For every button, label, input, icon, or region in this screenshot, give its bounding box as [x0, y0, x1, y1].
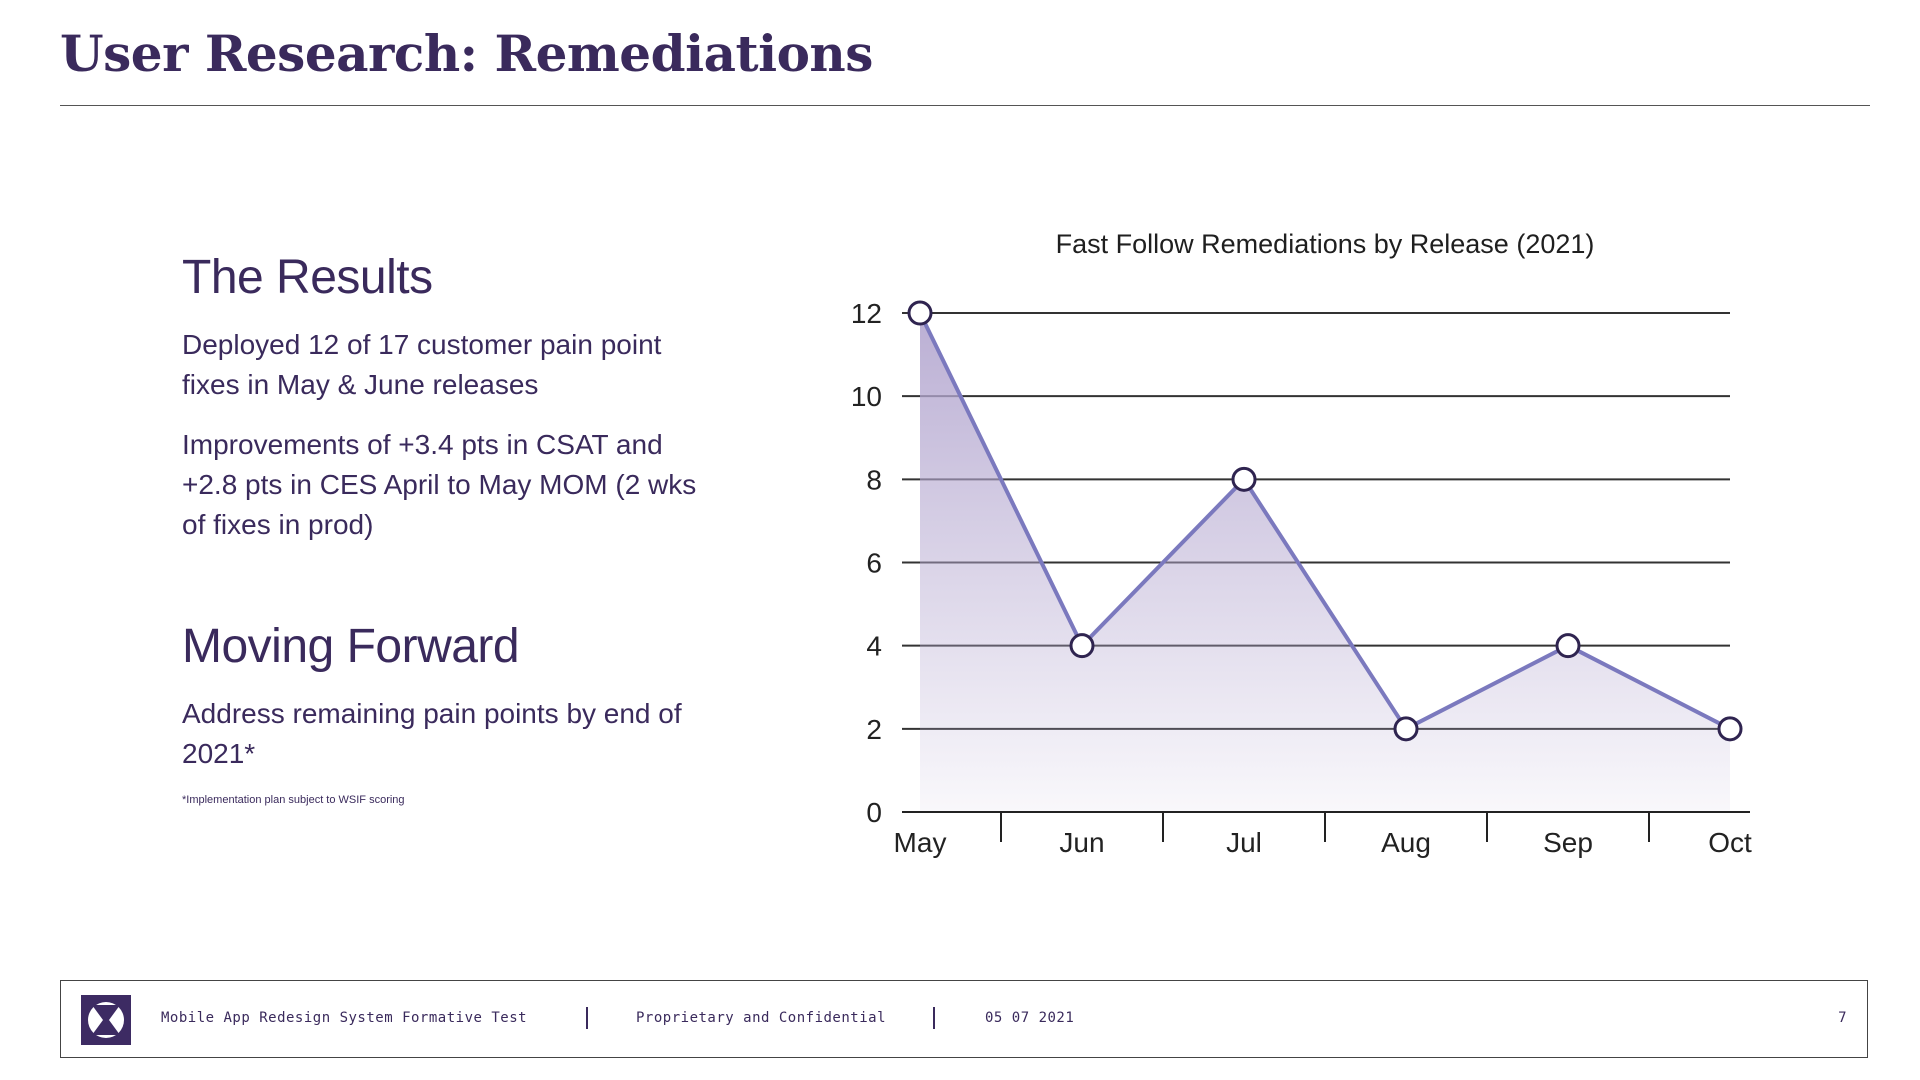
x-tick-label: Jun — [1059, 827, 1104, 858]
footer-confidentiality: Proprietary and Confidential — [636, 1010, 887, 1026]
footer-separator — [586, 1007, 588, 1029]
footer-separator — [933, 1007, 935, 1029]
moving-forward-heading: Moving Forward — [182, 620, 520, 673]
x-tick-label: Oct — [1708, 827, 1752, 858]
data-point — [907, 300, 933, 326]
area-fill — [920, 313, 1730, 812]
y-tick-label: 6 — [866, 548, 882, 579]
footer-project: Mobile App Redesign System Formative Tes… — [161, 1010, 528, 1026]
y-tick-label: 0 — [866, 797, 882, 828]
data-point — [1393, 716, 1419, 742]
data-point — [1069, 633, 1095, 659]
chart-title: Fast Follow Remediations by Release (202… — [1056, 229, 1595, 259]
x-tick-label: Jul — [1226, 827, 1262, 858]
data-point — [1717, 716, 1743, 742]
series-line — [918, 312, 1731, 732]
results-heading: The Results — [182, 251, 433, 304]
slide-title: User Research: Remediations — [60, 24, 873, 83]
footnote: *Implementation plan subject to WSIF sco… — [182, 794, 405, 806]
footer-bar: Mobile App Redesign System Formative Tes… — [60, 980, 1868, 1058]
remediations-chart: Fast Follow Remediations by Release (202… — [851, 229, 1752, 858]
data-point — [1231, 466, 1257, 492]
y-tick-label: 10 — [851, 381, 882, 412]
y-tick-label: 12 — [851, 298, 882, 329]
results-paragraph: Improvements of +3.4 pts in CSAT and +2.… — [182, 429, 697, 540]
footer-page-number: 7 — [1838, 1010, 1847, 1026]
x-tick-label: Aug — [1381, 827, 1431, 858]
title-divider — [60, 105, 1870, 106]
footer-date: 05 07 2021 — [985, 1010, 1075, 1026]
moving-forward-paragraph: Address remaining pain points by end of … — [182, 698, 682, 769]
y-tick-label: 2 — [866, 714, 882, 745]
data-point — [1555, 633, 1581, 659]
text-column: The Results Deployed 12 of 17 customer p… — [182, 250, 702, 806]
x-tick-label: May — [894, 827, 947, 858]
y-tick-label: 8 — [866, 464, 882, 495]
hourglass-logo-icon — [81, 995, 131, 1045]
y-tick-label: 4 — [866, 631, 882, 662]
results-paragraph: Deployed 12 of 17 customer pain point fi… — [182, 329, 662, 400]
x-tick-label: Sep — [1543, 827, 1593, 858]
